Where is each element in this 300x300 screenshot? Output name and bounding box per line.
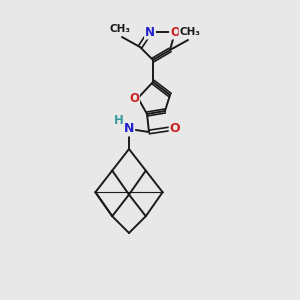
Text: CH₃: CH₃ — [179, 27, 200, 37]
Text: H: H — [114, 113, 124, 127]
Text: CH₃: CH₃ — [110, 24, 130, 34]
Text: O: O — [129, 92, 139, 104]
Text: N: N — [145, 26, 155, 38]
Text: O: O — [170, 26, 180, 38]
Text: O: O — [170, 122, 180, 136]
Text: N: N — [124, 122, 134, 136]
